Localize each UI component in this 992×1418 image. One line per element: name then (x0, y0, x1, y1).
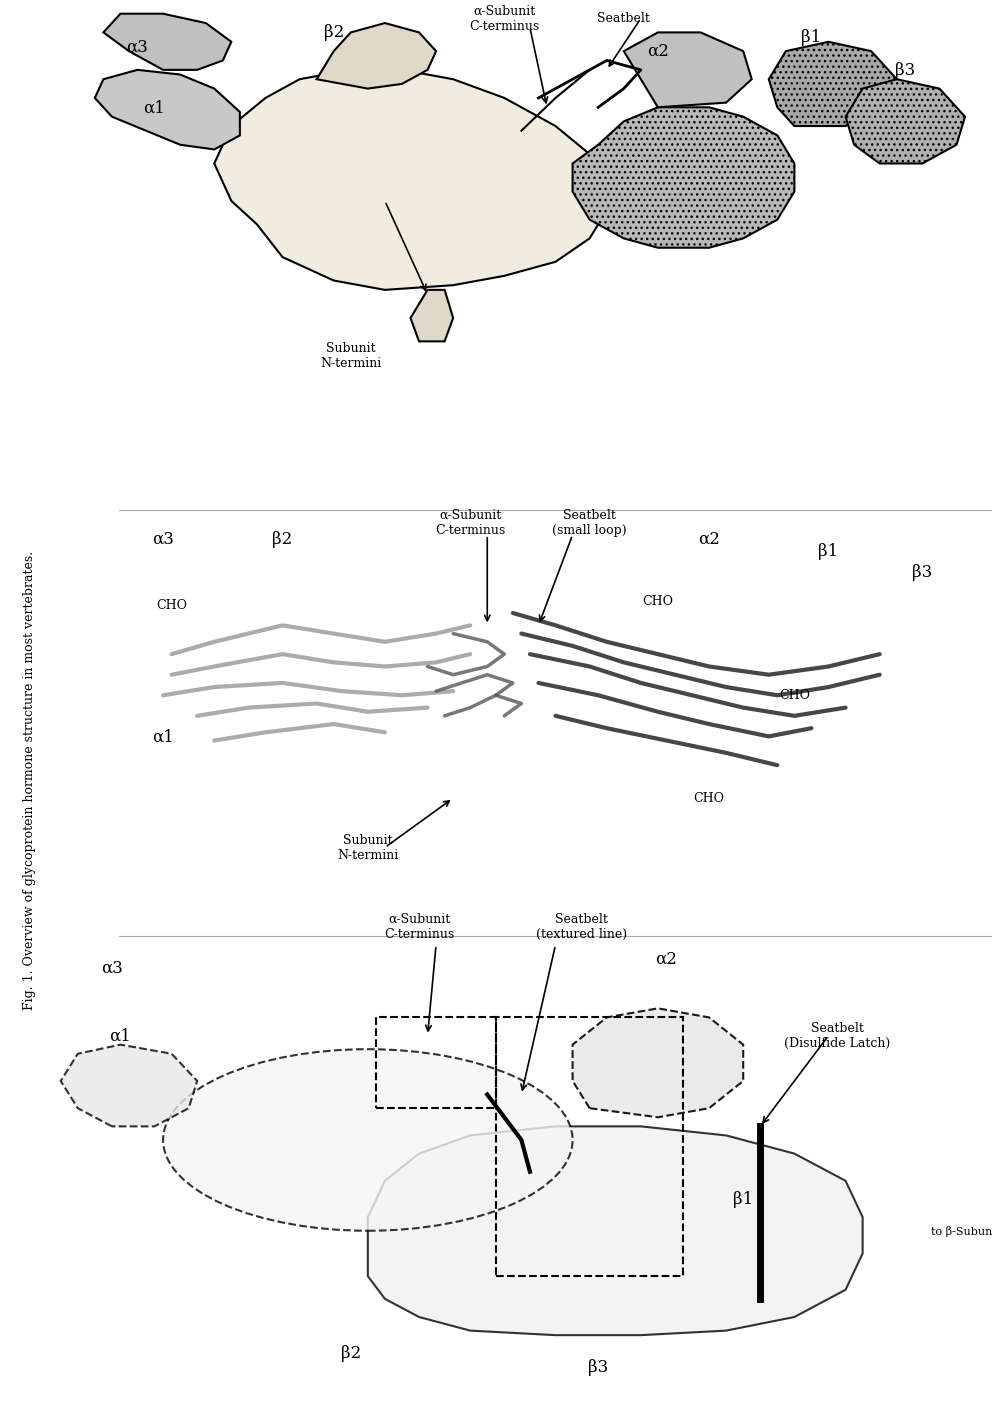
Text: CHO: CHO (643, 594, 674, 607)
Text: CHO: CHO (693, 791, 724, 805)
Text: CHO: CHO (779, 689, 809, 702)
Text: β2: β2 (323, 24, 344, 41)
Text: β2: β2 (273, 530, 293, 547)
Text: Subunit
N-termini: Subunit N-termini (337, 834, 399, 862)
Text: α-Subunit
C-terminus: α-Subunit C-terminus (384, 913, 454, 940)
Text: α1: α1 (109, 1027, 131, 1044)
Text: Seatbelt
(small loop): Seatbelt (small loop) (553, 509, 627, 537)
Text: α1: α1 (144, 99, 166, 116)
Text: α-Subunit
C-terminus: α-Subunit C-terminus (469, 4, 540, 33)
Text: β1: β1 (802, 30, 821, 45)
Text: β1: β1 (818, 543, 838, 560)
Text: α2: α2 (698, 530, 720, 547)
Polygon shape (572, 1008, 743, 1117)
Text: α-Subunit
C-terminus: α-Subunit C-terminus (435, 509, 505, 537)
Ellipse shape (163, 1049, 572, 1231)
Polygon shape (624, 33, 752, 108)
Polygon shape (214, 71, 607, 291)
Text: α2: α2 (656, 950, 678, 967)
Text: α2: α2 (647, 43, 669, 60)
Polygon shape (103, 14, 231, 71)
Polygon shape (95, 71, 240, 150)
Text: Seatbelt
(Disulfide Latch): Seatbelt (Disulfide Latch) (784, 1022, 890, 1049)
Text: α3: α3 (127, 38, 149, 55)
Polygon shape (411, 291, 453, 342)
Text: to β-Subunit C-terminus: to β-Subunit C-terminus (931, 1225, 992, 1236)
Text: β3: β3 (895, 62, 916, 79)
Text: α3: α3 (152, 530, 174, 547)
Text: Subunit
N-termini: Subunit N-termini (320, 342, 381, 370)
Text: Seatbelt
(textured line): Seatbelt (textured line) (536, 913, 627, 940)
Polygon shape (572, 108, 795, 248)
Text: CHO: CHO (156, 598, 187, 611)
Polygon shape (368, 1126, 863, 1336)
Text: Fig. 1. Overview of glycoprotein hormone structure in most vertebrates.: Fig. 1. Overview of glycoprotein hormone… (23, 550, 37, 1010)
Text: β2: β2 (340, 1344, 361, 1361)
Polygon shape (61, 1045, 197, 1126)
Polygon shape (316, 24, 436, 89)
Text: α3: α3 (101, 959, 123, 976)
Polygon shape (769, 43, 897, 126)
Text: β3: β3 (588, 1358, 608, 1375)
Text: β3: β3 (913, 564, 932, 580)
Polygon shape (845, 79, 965, 164)
Text: β1: β1 (733, 1191, 753, 1208)
Text: α1: α1 (152, 729, 174, 744)
Text: Seatbelt: Seatbelt (597, 13, 650, 26)
